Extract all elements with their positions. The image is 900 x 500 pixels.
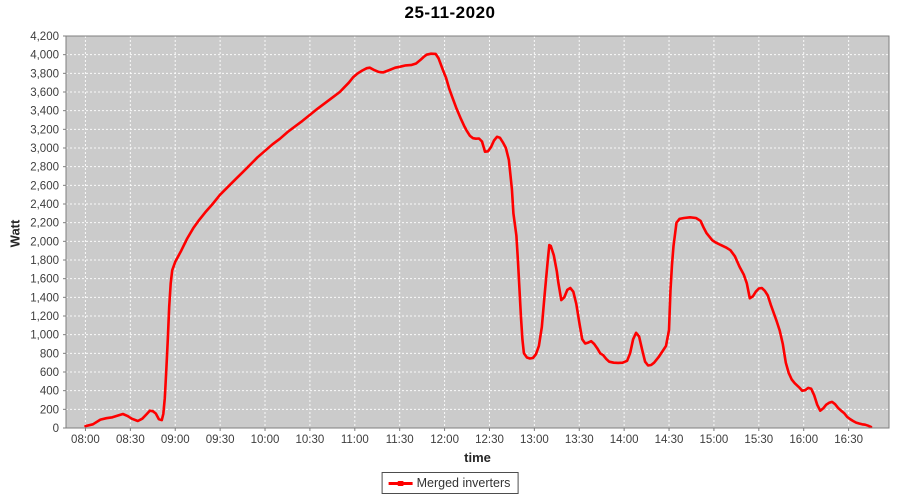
y-tick-label: 4,000 bbox=[30, 50, 59, 62]
x-tick-label: 14:00 bbox=[610, 434, 639, 446]
x-tick-label: 15:30 bbox=[744, 434, 773, 446]
y-tick-label: 2,400 bbox=[30, 199, 59, 211]
x-axis-title: time bbox=[464, 450, 491, 465]
x-tick-label: 11:30 bbox=[386, 434, 414, 446]
y-tick-label: 400 bbox=[40, 386, 59, 398]
x-tick-label: 15:00 bbox=[700, 434, 729, 446]
legend-label: Merged inverters bbox=[416, 476, 511, 490]
x-tick-label: 16:30 bbox=[834, 434, 863, 446]
y-tick-label: 1,800 bbox=[30, 255, 59, 267]
y-tick-label: 3,800 bbox=[30, 68, 59, 80]
chart-title: 25-11-2020 bbox=[404, 3, 496, 22]
x-tick-label: 14:30 bbox=[655, 434, 684, 446]
y-tick-label: 3,000 bbox=[30, 143, 59, 155]
y-tick-label: 2,600 bbox=[30, 180, 59, 192]
y-tick-label: 200 bbox=[40, 404, 59, 416]
x-tick-label: 11:00 bbox=[341, 434, 369, 446]
x-tick-label: 16:00 bbox=[789, 434, 818, 446]
y-tick-label: 800 bbox=[40, 348, 59, 360]
plot-border bbox=[65, 35, 890, 429]
x-tick-label: 10:30 bbox=[296, 434, 325, 446]
y-tick-label: 2,800 bbox=[30, 162, 59, 174]
y-tick-label: 1,600 bbox=[30, 274, 59, 286]
legend: Merged inverters bbox=[381, 472, 519, 494]
x-tick-label: 08:00 bbox=[71, 434, 100, 446]
plot-background bbox=[66, 36, 889, 428]
y-tick-label: 3,400 bbox=[30, 106, 59, 118]
x-tick-label: 09:30 bbox=[206, 434, 235, 446]
series-line-icon bbox=[388, 480, 413, 486]
y-axis-title: Watt bbox=[7, 219, 23, 248]
x-tick-label: 12:30 bbox=[475, 434, 504, 446]
y-tick-label: 600 bbox=[40, 367, 59, 379]
x-tick-label: 09:00 bbox=[161, 434, 190, 446]
x-tick-label: 10:00 bbox=[251, 434, 280, 446]
y-tick-label: 1,000 bbox=[30, 330, 59, 342]
y-tick-label: 4,200 bbox=[30, 31, 59, 43]
y-tick-label: 1,400 bbox=[30, 292, 59, 304]
x-tick-label: 13:30 bbox=[565, 434, 594, 446]
y-tick-label: 2,000 bbox=[30, 236, 59, 248]
x-tick-label: 13:00 bbox=[520, 434, 549, 446]
x-tick-label: 08:30 bbox=[116, 434, 145, 446]
y-tick-label: 2,200 bbox=[30, 218, 59, 230]
y-tick-label: 3,600 bbox=[30, 87, 59, 99]
x-tick-label: 12:00 bbox=[430, 434, 459, 446]
series-line bbox=[84, 52, 873, 429]
y-tick-label: 3,200 bbox=[30, 124, 59, 136]
y-tick-label: 1,200 bbox=[30, 311, 59, 323]
y-tick-label: 0 bbox=[53, 423, 59, 435]
